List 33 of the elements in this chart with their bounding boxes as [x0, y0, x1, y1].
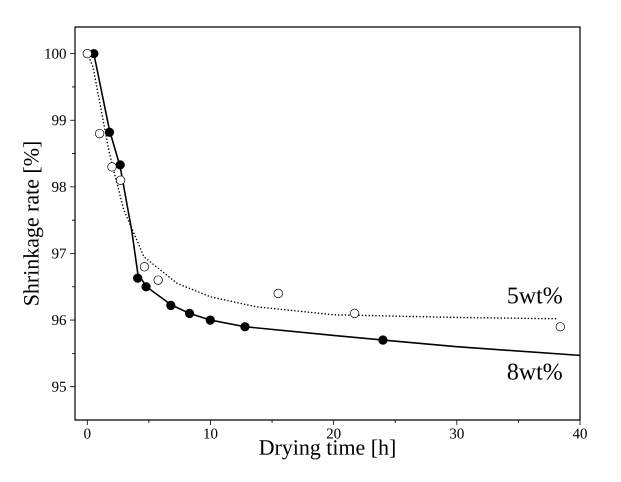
series-label: 5wt% — [508, 287, 562, 304]
point — [95, 128, 104, 138]
point — [184, 308, 194, 318]
point — [274, 288, 283, 298]
x-axis-title: Drying time [h] — [259, 439, 395, 460]
point — [133, 273, 142, 283]
y-tick-label: 96 — [52, 315, 66, 326]
point — [154, 275, 163, 285]
point — [140, 262, 150, 272]
y-tick-label: 100 — [45, 48, 66, 59]
point — [378, 335, 388, 345]
point — [556, 322, 565, 332]
series-label: 8wt% — [508, 364, 562, 380]
y-tick-label: 95 — [52, 382, 66, 392]
point — [206, 315, 215, 325]
y-axis-title: Shrinkage rate [%] — [23, 142, 44, 305]
y-tick-label: 99 — [52, 115, 66, 126]
point — [82, 49, 92, 58]
point — [116, 160, 125, 170]
x-tick-label: 0 — [84, 428, 90, 439]
y-tick-label: 98 — [52, 182, 66, 192]
point — [116, 176, 126, 185]
x-tick-label: 10 — [204, 428, 218, 439]
point — [107, 162, 117, 172]
point — [166, 300, 176, 310]
point — [104, 128, 114, 137]
x-tick-label: 40 — [572, 428, 587, 439]
x-tick-label: 30 — [450, 428, 464, 439]
point — [141, 282, 151, 292]
point — [240, 322, 250, 332]
y-tick-label: 97 — [52, 248, 66, 258]
point — [350, 308, 360, 318]
x-tick-label: 20 — [326, 428, 341, 439]
